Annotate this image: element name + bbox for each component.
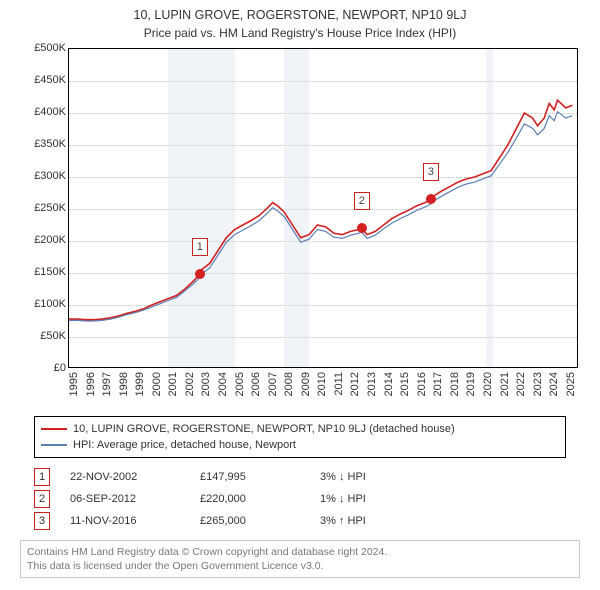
line-chart-svg xyxy=(69,49,579,369)
sale-number-box: 1 xyxy=(34,468,50,486)
footnote-line-1: Contains HM Land Registry data © Crown c… xyxy=(27,545,573,559)
x-axis-label: 2012 xyxy=(349,372,361,396)
chart-title: 10, LUPIN GROVE, ROGERSTONE, NEWPORT, NP… xyxy=(10,8,590,22)
x-axis-label: 2007 xyxy=(267,372,279,396)
sale-row: 2 06-SEP-2012£220,0001% ↓ HPI xyxy=(34,488,566,510)
y-axis-label: £150K xyxy=(20,266,66,278)
x-axis-label: 2010 xyxy=(316,372,328,396)
y-axis-label: £500K xyxy=(20,42,66,54)
x-axis-label: 2009 xyxy=(300,372,312,396)
series-line xyxy=(69,100,572,320)
x-axis-label: 2001 xyxy=(167,372,179,396)
x-axis-label: 2005 xyxy=(234,372,246,396)
y-axis-label: £200K xyxy=(20,234,66,246)
chart-subtitle: Price paid vs. HM Land Registry's House … xyxy=(10,26,590,40)
sale-marker-label: 2 xyxy=(354,192,370,210)
footnote-line-2: This data is licensed under the Open Gov… xyxy=(27,559,573,573)
x-axis-label: 1996 xyxy=(85,372,97,396)
x-axis-label: 2008 xyxy=(283,372,295,396)
sale-row: 1 22-NOV-2002£147,9953% ↓ HPI xyxy=(34,466,566,488)
x-axis-label: 1998 xyxy=(118,372,130,396)
chart-area: 1 2 3 £0 £50K £100K £150K £200K £250K £300K £350K… xyxy=(20,48,580,408)
legend-label: 10, LUPIN GROVE, ROGERSTONE, NEWPORT, NP… xyxy=(73,421,455,437)
y-axis-label: £450K xyxy=(20,74,66,86)
x-axis-label: 2025 xyxy=(565,372,577,396)
plot-region: 1 2 3 xyxy=(68,48,578,368)
series-line xyxy=(69,112,572,321)
x-axis-label: 2023 xyxy=(532,372,544,396)
x-axis-label: 2017 xyxy=(432,372,444,396)
y-axis-label: £250K xyxy=(20,202,66,214)
sale-date: 11-NOV-2016 xyxy=(70,510,200,532)
sale-marker-dot xyxy=(195,269,205,279)
sale-price: £265,000 xyxy=(200,510,320,532)
sale-row: 3 11-NOV-2016£265,0003% ↑ HPI xyxy=(34,510,566,532)
sale-number-box: 2 xyxy=(34,490,50,508)
sale-marker-dot xyxy=(357,223,367,233)
x-axis-label: 2024 xyxy=(548,372,560,396)
y-axis-label: £400K xyxy=(20,106,66,118)
x-axis-label: 2021 xyxy=(499,372,511,396)
sale-marker-dot xyxy=(426,194,436,204)
x-axis-label: 2006 xyxy=(250,372,262,396)
legend-label: HPI: Average price, detached house, Newp… xyxy=(73,437,296,453)
footnote-box: Contains HM Land Registry data © Crown c… xyxy=(20,540,580,578)
x-axis-label: 2022 xyxy=(515,372,527,396)
x-axis-label: 2016 xyxy=(416,372,428,396)
y-axis-label: £50K xyxy=(20,330,66,342)
x-axis-label: 2019 xyxy=(465,372,477,396)
y-axis-label: £100K xyxy=(20,298,66,310)
sale-delta: 1% ↓ HPI xyxy=(320,488,440,510)
x-axis-label: 1999 xyxy=(134,372,146,396)
x-axis-label: 2014 xyxy=(383,372,395,396)
y-axis-label: £300K xyxy=(20,170,66,182)
sale-price: £220,000 xyxy=(200,488,320,510)
y-axis-label: £350K xyxy=(20,138,66,150)
sale-number-box: 3 xyxy=(34,512,50,530)
sale-delta: 3% ↑ HPI xyxy=(320,510,440,532)
y-axis-label: £0 xyxy=(20,362,66,374)
x-axis-label: 2020 xyxy=(482,372,494,396)
x-axis-label: 2004 xyxy=(217,372,229,396)
sale-date: 22-NOV-2002 xyxy=(70,466,200,488)
sale-marker-label: 3 xyxy=(423,163,439,181)
x-axis-label: 2003 xyxy=(200,372,212,396)
x-axis-label: 1997 xyxy=(101,372,113,396)
x-axis-label: 1995 xyxy=(68,372,80,396)
x-axis-label: 2018 xyxy=(449,372,461,396)
legend-row: HPI: Average price, detached house, Newp… xyxy=(41,437,559,453)
legend-row: 10, LUPIN GROVE, ROGERSTONE, NEWPORT, NP… xyxy=(41,421,559,437)
legend-swatch xyxy=(41,428,67,430)
sale-date: 06-SEP-2012 xyxy=(70,488,200,510)
sale-table: 1 22-NOV-2002£147,9953% ↓ HPI 2 06-SEP-2012… xyxy=(34,466,566,532)
x-axis-label: 2015 xyxy=(399,372,411,396)
x-axis-label: 2013 xyxy=(366,372,378,396)
x-axis-label: 2011 xyxy=(333,372,345,396)
legend-box: 10, LUPIN GROVE, ROGERSTONE, NEWPORT, NP… xyxy=(34,416,566,458)
container: 10, LUPIN GROVE, ROGERSTONE, NEWPORT, NP… xyxy=(0,0,600,584)
sale-marker-label: 1 xyxy=(192,238,208,256)
x-axis-label: 2002 xyxy=(184,372,196,396)
legend-swatch xyxy=(41,444,67,446)
sale-price: £147,995 xyxy=(200,466,320,488)
x-axis-label: 2000 xyxy=(151,372,163,396)
sale-delta: 3% ↓ HPI xyxy=(320,466,440,488)
